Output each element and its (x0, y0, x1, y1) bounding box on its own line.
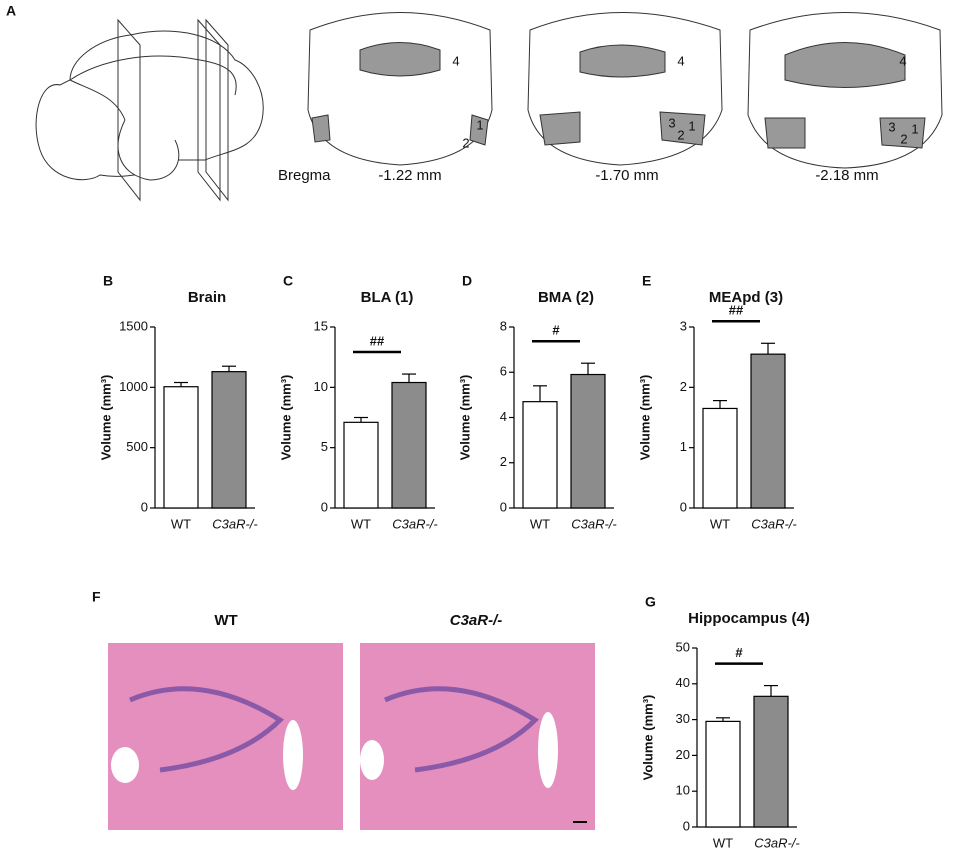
significance-label: # (552, 323, 560, 338)
bar (163, 386, 199, 509)
y-tick-label: 2 (500, 454, 507, 469)
region-number: 4 (452, 53, 459, 68)
histology-images (108, 643, 595, 830)
x-tick-label: WT (530, 516, 550, 531)
region-number: 3 (888, 119, 895, 134)
y-tick-label: 3 (680, 318, 687, 333)
section-label: -1.70 mm (595, 167, 658, 184)
y-tick-label: 500 (126, 439, 148, 454)
bar (705, 720, 741, 828)
y-axis-label: Volume (mm³) (278, 375, 293, 461)
region-number: 4 (899, 53, 906, 68)
region-number: 2 (900, 131, 907, 146)
chart-title: BLA (1) (361, 289, 414, 306)
y-axis-label: Volume (mm³) (98, 375, 113, 461)
x-tick-label: C3aR-/- (754, 835, 800, 850)
y-tick-label: 6 (500, 364, 507, 379)
y-tick-label: 10 (314, 379, 328, 394)
y-tick-label: 5 (321, 439, 328, 454)
y-tick-label: 10 (676, 783, 690, 798)
x-tick-label: C3aR-/- (212, 516, 258, 531)
panel-label: F (92, 589, 101, 605)
x-tick-label: WT (171, 516, 191, 531)
bar (570, 373, 606, 509)
bar (343, 421, 379, 509)
bar (753, 695, 789, 828)
section-label: -2.18 mm (815, 167, 878, 184)
y-tick-label: 0 (321, 499, 328, 514)
region-number: 2 (462, 135, 469, 150)
y-axis-label: Volume (mm³) (640, 695, 655, 781)
y-tick-label: 0 (141, 499, 148, 514)
y-tick-label: 15 (314, 318, 328, 333)
coronal-sections (307, 12, 943, 169)
region-number: 1 (911, 121, 918, 136)
region-number: 2 (677, 127, 684, 142)
y-tick-label: 0 (500, 499, 507, 514)
panel-label: G (645, 594, 656, 610)
y-tick-label: 50 (676, 639, 690, 654)
x-tick-label: C3aR-/- (571, 516, 617, 531)
y-tick-label: 20 (676, 747, 690, 762)
bar (522, 401, 558, 509)
chart-title: Hippocampus (4) (688, 610, 810, 627)
bar (211, 371, 247, 509)
bregma-label: Bregma (278, 167, 331, 184)
x-tick-label: C3aR-/- (392, 516, 438, 531)
y-tick-label: 1 (680, 439, 687, 454)
y-tick-label: 30 (676, 711, 690, 726)
brain-sketch (35, 18, 264, 202)
significance-label: # (735, 645, 743, 660)
x-tick-label: C3aR-/- (751, 516, 797, 531)
panel-label: D (462, 273, 472, 289)
y-tick-label: 0 (680, 499, 687, 514)
bar (750, 353, 786, 509)
chart-title: Brain (188, 289, 226, 306)
y-tick-label: 1000 (119, 379, 148, 394)
y-tick-label: 2 (680, 379, 687, 394)
y-tick-label: 8 (500, 318, 507, 333)
bar (391, 381, 427, 509)
panel-label: A (6, 3, 16, 19)
significance-label: ## (370, 333, 385, 348)
panel-label: C (283, 273, 293, 289)
panel-label: E (642, 273, 651, 289)
region-number: 1 (476, 117, 483, 132)
y-tick-label: 0 (683, 818, 690, 833)
region-number: 3 (668, 115, 675, 130)
y-tick-label: 4 (500, 409, 507, 424)
section-label: -1.22 mm (378, 167, 441, 184)
significance-label: ## (729, 303, 744, 318)
y-axis-label: Volume (mm³) (457, 375, 472, 461)
y-tick-label: 40 (676, 675, 690, 690)
x-tick-label: WT (351, 516, 371, 531)
x-tick-label: WT (713, 835, 733, 850)
panel-label: B (103, 273, 113, 289)
y-axis-label: Volume (mm³) (637, 375, 652, 461)
image-label: C3aR-/- (450, 612, 503, 629)
image-label: WT (214, 612, 237, 629)
region-number: 4 (677, 53, 684, 68)
chart-title: BMA (2) (538, 289, 594, 306)
x-tick-label: WT (710, 516, 730, 531)
y-tick-label: 1500 (119, 318, 148, 333)
region-number: 1 (688, 118, 695, 133)
bar (702, 407, 738, 509)
chart-title: MEApd (3) (709, 289, 783, 306)
